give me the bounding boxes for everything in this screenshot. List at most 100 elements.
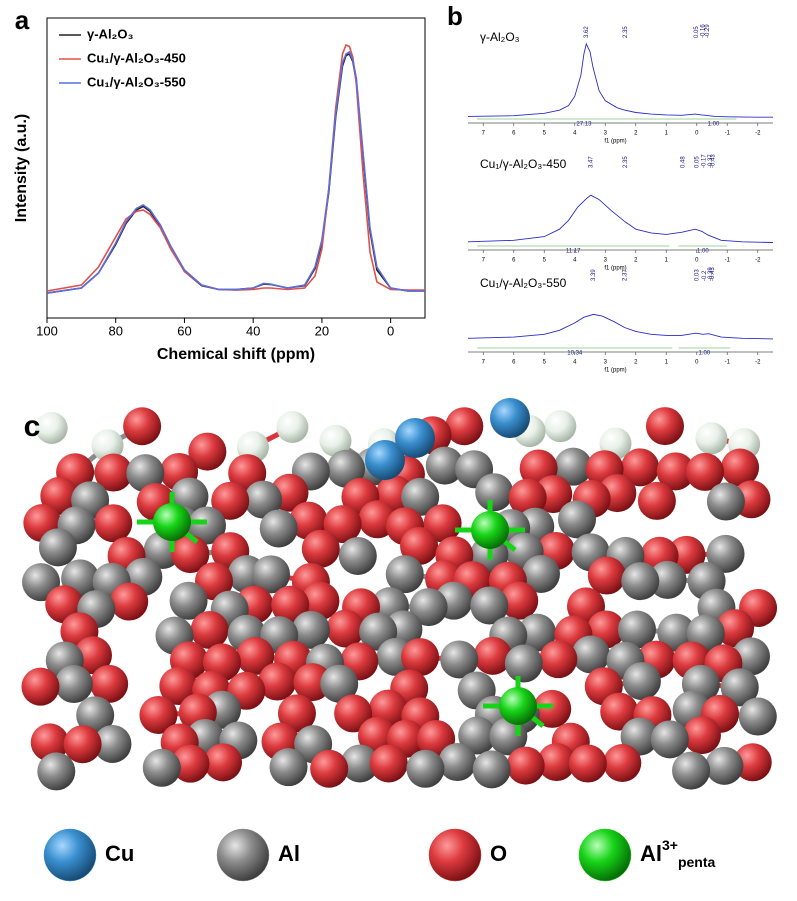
- x-tick-label: 60: [177, 323, 191, 338]
- atom: [617, 610, 656, 649]
- atom: [544, 410, 577, 443]
- x-tick-label: 6: [512, 258, 516, 264]
- atom: [637, 481, 676, 520]
- atom: [35, 411, 68, 444]
- y-axis-label: Intensity (a.u.): [13, 114, 30, 222]
- atom: [94, 453, 133, 492]
- atom: [139, 695, 178, 734]
- data-line: [467, 42, 773, 118]
- atom: [326, 609, 365, 648]
- atom: [557, 500, 596, 539]
- peak-label: 0.05: [694, 26, 700, 38]
- atom: [650, 720, 689, 759]
- atom: [603, 744, 642, 783]
- legend-label: O: [490, 841, 507, 866]
- atom: [400, 527, 439, 566]
- atom: [705, 746, 744, 785]
- atom: [401, 638, 440, 677]
- peak-label: 3.39: [591, 269, 597, 281]
- atom: [521, 555, 560, 594]
- legend-atom: [216, 828, 270, 882]
- atom: [475, 473, 514, 512]
- atom: [458, 716, 497, 755]
- atom-cu: [490, 398, 530, 438]
- atom: [94, 504, 133, 543]
- peak-label: 0.05: [694, 156, 700, 168]
- x-tick-label: 3: [604, 360, 608, 366]
- x-tick-label: 3: [604, 131, 608, 137]
- data-line: [46, 50, 425, 294]
- legend-label: Cu₁/γ-Al₂O₃-550: [87, 74, 186, 89]
- atom: [706, 482, 745, 521]
- x-tick-label: 100: [36, 323, 58, 338]
- atom: [334, 694, 373, 733]
- x-axis-label: f1 (ppm): [604, 368, 626, 374]
- peak-label: 2.35: [623, 26, 629, 38]
- atom: [291, 610, 330, 649]
- x-tick-label: 80: [108, 323, 122, 338]
- x-tick-label: 40: [246, 323, 260, 338]
- peak-label: -0.43: [710, 267, 716, 281]
- atom: [54, 665, 93, 704]
- atom: [645, 407, 684, 446]
- legend-label: Cu₁/γ-Al₂O₃-450: [87, 50, 186, 65]
- x-tick-label: 4: [573, 258, 577, 264]
- atom: [301, 529, 340, 568]
- atom: [93, 724, 132, 763]
- atom: [340, 744, 379, 783]
- atom: [323, 505, 362, 544]
- atom: [423, 504, 462, 543]
- x-tick-label: 2: [634, 360, 638, 366]
- atom: [406, 749, 445, 788]
- legend-label-sub: penta: [678, 854, 716, 870]
- atom: [110, 582, 149, 621]
- legend-label-main: O: [490, 841, 507, 866]
- atom: [187, 506, 226, 545]
- atom: [171, 535, 210, 574]
- x-tick-label: 0: [695, 360, 699, 366]
- atom: [621, 448, 660, 487]
- atom: [188, 432, 227, 471]
- atom: [320, 664, 359, 703]
- atom: [40, 476, 79, 515]
- atom: [518, 613, 557, 652]
- atom: [738, 697, 777, 736]
- atom: [508, 478, 547, 517]
- atom: [539, 640, 578, 679]
- peak-label: 3.47: [588, 156, 594, 168]
- atom: [269, 748, 308, 787]
- x-tick-label: -1: [725, 131, 731, 137]
- peak-label: -0.37: [708, 154, 714, 168]
- legend-atom: [428, 828, 482, 882]
- legend-label: γ-Al₂O₃: [87, 26, 133, 41]
- peak-label: -0.29: [705, 24, 711, 38]
- atom: [470, 586, 509, 625]
- x-tick-label: 5: [543, 131, 547, 137]
- atom: [621, 562, 660, 601]
- atom: [425, 446, 464, 485]
- panel-label: c: [24, 410, 41, 443]
- atom: [571, 635, 610, 674]
- atom: [142, 748, 181, 787]
- legend-label-sup: 3+: [662, 837, 678, 853]
- peak-label: 0.48: [681, 156, 687, 168]
- peak-label: 3.62: [584, 26, 590, 38]
- x-tick-label: 7: [482, 131, 486, 137]
- atom: [587, 556, 626, 595]
- atom: [472, 750, 511, 789]
- atom: [500, 581, 539, 620]
- atom: [276, 411, 309, 444]
- x-tick-label: 0: [387, 323, 394, 338]
- atom: [126, 454, 165, 493]
- legend-label-main: Cu: [105, 841, 134, 866]
- integral-label: 11.17: [566, 249, 581, 255]
- x-tick-label: 6: [512, 360, 516, 366]
- x-tick-label: 1: [665, 360, 669, 366]
- atom: [656, 452, 695, 491]
- atom: [30, 723, 69, 762]
- atom-al-penta: [499, 687, 537, 725]
- atom: [123, 407, 162, 446]
- x-tick-label: -2: [755, 258, 761, 264]
